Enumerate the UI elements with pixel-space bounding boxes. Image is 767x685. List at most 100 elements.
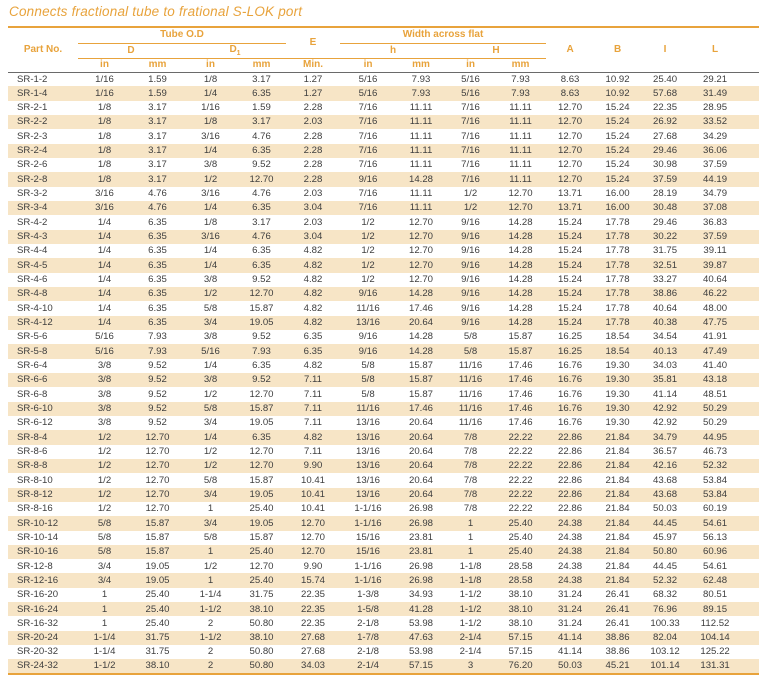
cell: 7/16 <box>461 130 480 142</box>
cell: 60.19 <box>703 503 728 515</box>
cell: 12.70 <box>558 130 583 142</box>
cell: 7/16 <box>358 116 378 128</box>
cell: 8.63 <box>560 73 580 85</box>
cell: 46.22 <box>703 288 728 300</box>
cell: 1-1/2 <box>459 617 482 629</box>
cell: 1/4 <box>203 259 218 271</box>
cell: 17.78 <box>605 316 630 328</box>
cell: 28.19 <box>653 187 678 199</box>
cell: 7/8 <box>463 460 478 472</box>
cell: 5/8 <box>97 531 112 543</box>
cell: 14.28 <box>508 273 533 285</box>
cell: 1/2 <box>361 273 375 285</box>
table-row: SR-6-8 3/8 9.52 1/2 12.70 7.11 5/8 15.87 11/16 17… <box>8 387 759 401</box>
cell: 21.84 <box>605 474 630 486</box>
cell: 40.64 <box>653 302 678 314</box>
cell: 44.45 <box>653 560 678 572</box>
cell: 9/16 <box>461 288 480 300</box>
cell: 6.35 <box>148 302 167 314</box>
cell: 20.64 <box>409 431 434 443</box>
header-unit: mm <box>148 59 167 70</box>
header-row-dims: D D1 h H <box>8 43 759 59</box>
cell: 3.17 <box>148 173 167 185</box>
cell-part-no: SR-8-4 <box>17 431 48 443</box>
cell-part-no: SR-8-12 <box>17 488 53 500</box>
cell: 1.59 <box>148 73 167 85</box>
cell: 3.17 <box>252 116 271 128</box>
cell: 12.70 <box>558 116 583 128</box>
cell: 1-7/8 <box>357 632 379 644</box>
cell: 29.46 <box>653 145 678 156</box>
cell: 5/16 <box>461 73 480 85</box>
cell: 11/16 <box>458 359 483 371</box>
cell: 22.22 <box>508 503 533 515</box>
cell: 17.46 <box>409 402 434 414</box>
cell: 15.87 <box>145 531 170 543</box>
cell: 9/16 <box>358 173 378 185</box>
cell: 15/16 <box>356 531 381 543</box>
cell: 3/4 <box>97 560 112 572</box>
table-body: SR-1-2 1/16 1.59 1/8 3.17 1.27 5/16 7.93 5/16 7.9… <box>8 72 760 674</box>
table-row: SR-5-8 5/16 7.93 5/16 7.93 6.35 9/16 14.28 5/8 15… <box>8 344 760 359</box>
cell: 1/4 <box>203 431 218 443</box>
cell: 22.86 <box>558 460 583 472</box>
cell: 3/8 <box>97 402 112 414</box>
cell: 1.59 <box>252 102 271 114</box>
cell: 31.75 <box>249 589 274 601</box>
table-row: SR-6-6 3/8 9.52 3/8 9.52 7.11 5/8 15.87 11/16 17.… <box>8 372 760 388</box>
cell: 34.54 <box>653 331 678 343</box>
cell: 1/2 <box>361 245 375 257</box>
cell: 6.35 <box>148 316 167 328</box>
cell: 76.20 <box>508 660 533 672</box>
cell: 11.11 <box>409 102 433 114</box>
cell: 44.45 <box>653 517 678 529</box>
cell: 8.63 <box>560 87 580 99</box>
cell: 20.64 <box>409 488 434 500</box>
cell: 19.30 <box>605 417 630 429</box>
cell: 5/16 <box>461 87 480 99</box>
cell: 48.51 <box>703 388 728 400</box>
cell: 1/16 <box>201 102 220 114</box>
cell: 3/8 <box>203 159 218 171</box>
cell: 12.70 <box>301 531 326 543</box>
table-row: SR-8-16 1/2 12.70 1 25.40 10.41 1-1/16 26.98 7/8… <box>8 502 759 516</box>
table-row: SR-4-2 1/4 6.35 1/8 3.17 2.03 1/2 12.70 9/16 14.2… <box>8 215 759 229</box>
cell: 7/16 <box>358 145 378 156</box>
cell: 6.35 <box>148 273 167 285</box>
cell: 1-1/16 <box>354 574 382 586</box>
cell: 9/16 <box>461 316 480 328</box>
table-row: SR-4-12 1/4 6.35 3/4 19.05 4.82 13/16 20.64 9/16… <box>8 315 760 330</box>
table-row: SR-2-3 1/8 3.17 3/16 4.76 2.28 7/16 11.11 7/16 11… <box>8 129 759 143</box>
cell: 42.16 <box>653 460 678 472</box>
cell: 2-1/8 <box>357 617 379 629</box>
cell: 34.03 <box>301 660 326 672</box>
cell: 15.24 <box>605 130 630 142</box>
cell: 37.59 <box>653 173 678 185</box>
cell: 14.28 <box>409 331 434 343</box>
cell: 50.29 <box>703 417 728 429</box>
cell: 25.40 <box>249 546 274 558</box>
cell: 1-1/16 <box>354 517 382 529</box>
cell: 13.71 <box>558 187 583 199</box>
cell: 16.76 <box>558 359 583 371</box>
cell: 7.11 <box>304 402 322 414</box>
cell: 41.14 <box>653 388 678 400</box>
cell: 31.75 <box>145 632 170 644</box>
cell: 21.84 <box>605 445 630 457</box>
cell: 20.64 <box>409 460 434 472</box>
table-row: SR-10-14 5/8 15.87 5/8 15.87 12.70 15/16 23.81 1… <box>8 531 759 545</box>
cell: 16.00 <box>605 187 630 199</box>
header-group-width-across-flat: Width across flat <box>340 28 547 44</box>
cell: 3/8 <box>203 331 218 343</box>
cell: 15.24 <box>558 273 583 285</box>
cell: 15.24 <box>605 145 630 156</box>
cell: 1/4 <box>97 216 112 228</box>
cell: 22.35 <box>301 589 326 601</box>
cell: 7/16 <box>461 102 480 114</box>
cell-part-no: SR-10-14 <box>17 531 59 543</box>
cell: 6.35 <box>148 288 167 300</box>
cell: 6.35 <box>252 145 271 156</box>
cell: 12.70 <box>249 560 274 572</box>
cell: 19.05 <box>249 417 274 429</box>
cell: 21.84 <box>605 503 630 515</box>
